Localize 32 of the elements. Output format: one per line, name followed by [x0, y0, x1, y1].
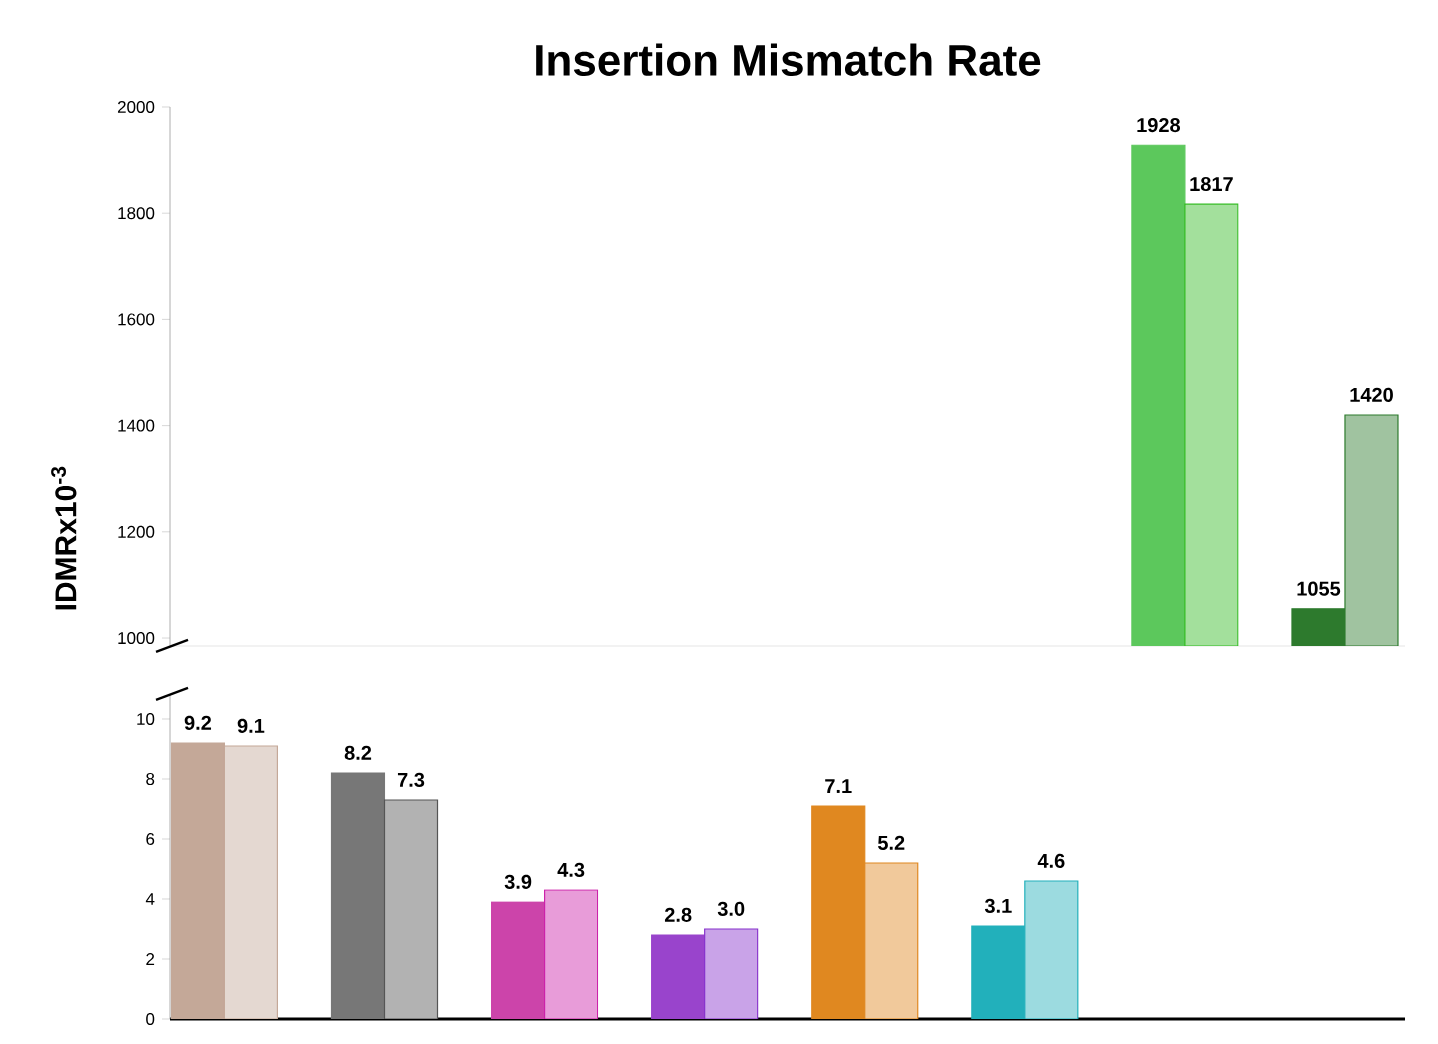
y-tick-label: 1400 [118, 419, 155, 432]
data-label: 7.1 [825, 779, 852, 793]
data-label: 2.8 [664, 907, 692, 922]
data-label: 8.2 [344, 745, 372, 760]
data-label: 7.3 [397, 772, 425, 787]
data-label: 4.3 [557, 862, 585, 877]
data-label: 1420 [1350, 387, 1393, 402]
data-label: 5.2 [877, 835, 905, 850]
y-tick-label: 6 [146, 833, 155, 846]
data-label: 3.9 [504, 874, 532, 889]
y-tick-label: 2 [146, 953, 155, 965]
data-label: 4.6 [1037, 853, 1065, 868]
data-label: 9.1 [237, 718, 265, 733]
bar [490, 901, 546, 1019]
chart-title: Insertion Mismatch Rate [536, 43, 1041, 76]
y-tick-label: 1200 [118, 525, 155, 538]
y-tick-label: 0 [146, 1013, 155, 1026]
data-label: 3.0 [717, 901, 745, 916]
data-label: 1928 [1137, 118, 1181, 133]
y-axis-title: IDMRx10$^{-3}$ [51, 466, 77, 610]
y-tick-label: 8 [146, 773, 155, 786]
data-label: 9.2 [184, 715, 212, 730]
y-tick-label: 1600 [118, 313, 155, 326]
data-label: 3.1 [984, 898, 1012, 913]
y-tick-label: 1800 [118, 207, 155, 220]
y-tick-label: 10 [137, 712, 155, 726]
y-tick-label: 2000 [117, 100, 155, 113]
y-tick-label: 4 [145, 893, 155, 905]
data-label: 1817 [1190, 176, 1233, 192]
y-tick-label: 1000 [118, 632, 155, 645]
data-label: 1055 [1297, 581, 1341, 596]
bar [651, 934, 706, 1019]
